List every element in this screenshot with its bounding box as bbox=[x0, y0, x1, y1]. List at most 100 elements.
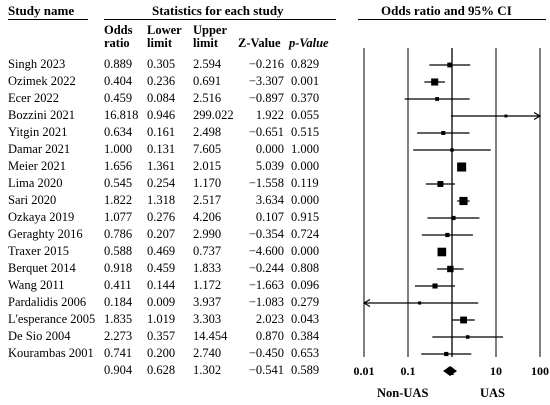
lower-limit-cell: 0.131 bbox=[147, 142, 176, 156]
study-name-cell: Ozimek 2022 bbox=[8, 74, 76, 88]
lower-limit-cell: 0.144 bbox=[147, 278, 176, 292]
lower-limit-cell: 0.305 bbox=[147, 57, 176, 71]
table-row: Ecer 2022 0.459 0.084 2.516 −0.897 0.370 bbox=[0, 90, 360, 107]
statistics-header: Statistics for each study bbox=[152, 3, 284, 18]
odds-ratio-cell: 1.822 bbox=[104, 193, 133, 207]
study-name-cell: Pardalidis 2006 bbox=[8, 295, 87, 309]
lower-limit-cell: 0.236 bbox=[147, 74, 176, 88]
study-marker bbox=[447, 62, 453, 68]
study-marker bbox=[459, 196, 468, 206]
table-row: Sari 2020 1.822 1.318 2.517 3.634 0.000 bbox=[0, 192, 360, 209]
odds-ratio-cell: 0.411 bbox=[104, 278, 132, 292]
ci-arrow-left bbox=[362, 298, 371, 308]
upper-limit-cell: 2.498 bbox=[193, 125, 222, 139]
upper-limit-cell: 1.170 bbox=[193, 176, 222, 190]
z-value-cell: 0.107 bbox=[255, 210, 284, 224]
z-value-cell: −0.450 bbox=[248, 346, 284, 360]
upper-limit-cell: 2.990 bbox=[193, 227, 222, 241]
odds-ratio-cell: 0.786 bbox=[104, 227, 133, 241]
p-value-cell: 0.279 bbox=[291, 295, 320, 309]
study-marker bbox=[445, 232, 450, 238]
p-value-cell: 0.808 bbox=[291, 261, 320, 275]
lower-limit-cell: 1.019 bbox=[147, 312, 176, 326]
x-tick-label: 10 bbox=[490, 364, 502, 378]
p-value-cell: 0.055 bbox=[291, 108, 320, 122]
z-value-cell: 0.870 bbox=[255, 329, 284, 343]
lower-limit-cell: 1.361 bbox=[147, 159, 176, 173]
p-value-cell: 0.096 bbox=[291, 278, 320, 292]
table-row: Singh 2023 0.889 0.305 2.594 −0.216 0.829 bbox=[0, 56, 360, 73]
odds-ratio-cell: 1.000 bbox=[104, 142, 133, 156]
p-value-header: p-Value bbox=[289, 36, 329, 50]
z-value-cell: −0.651 bbox=[248, 125, 284, 139]
z-value-header: Z-Value bbox=[238, 36, 281, 50]
study-name-cell: Lima 2020 bbox=[8, 176, 63, 190]
z-value-cell: 0.000 bbox=[255, 142, 284, 156]
study-name-cell: Berquet 2014 bbox=[8, 261, 76, 275]
table-row: Damar 2021 1.000 0.131 7.605 0.000 1.000 bbox=[0, 141, 360, 158]
z-value-cell: 3.634 bbox=[255, 193, 284, 207]
lower-limit-cell: 0.254 bbox=[147, 176, 176, 190]
lower-limit-cell: 0.628 bbox=[147, 363, 176, 377]
lower-limit-cell: 0.161 bbox=[147, 125, 176, 139]
odds-ratio-cell: 1.077 bbox=[104, 210, 133, 224]
study-marker bbox=[437, 181, 444, 187]
lower-limit-cell: 0.009 bbox=[147, 295, 176, 309]
lower-limit-cell: 0.357 bbox=[147, 329, 176, 343]
study-marker bbox=[444, 351, 449, 357]
lower-limit-cell: 0.200 bbox=[147, 346, 176, 360]
p-value-cell: 0.589 bbox=[291, 363, 320, 377]
upper-limit-cell: 1.833 bbox=[193, 261, 222, 275]
upper-limit-cell: 2.594 bbox=[193, 57, 222, 71]
p-value-cell: 0.000 bbox=[291, 193, 320, 207]
z-value-cell: −1.663 bbox=[248, 278, 284, 292]
study-name-cell: Ecer 2022 bbox=[8, 91, 60, 105]
footer-left-label: Non-UAS bbox=[377, 386, 429, 400]
table-row: Wang 2011 0.411 0.144 1.172 −1.663 0.096 bbox=[0, 277, 360, 294]
lower-limit-cell: 1.318 bbox=[147, 193, 176, 207]
upper-limit-cell: 1.302 bbox=[193, 363, 222, 377]
odds-ratio-cell: 0.404 bbox=[104, 74, 133, 88]
pooled-diamond bbox=[443, 366, 458, 376]
table-row: Kourambas 2001 0.741 0.200 2.740 −0.450 0.653 bbox=[0, 345, 360, 362]
footer-right-label: UAS bbox=[480, 386, 506, 400]
x-tick-label: 100 bbox=[531, 364, 549, 378]
table-row: De Sio 2004 2.273 0.357 14.454 0.870 0.384 bbox=[0, 328, 360, 345]
p-value-cell: 0.829 bbox=[291, 57, 320, 71]
upper-limit-cell: 2.516 bbox=[193, 91, 222, 105]
study-marker bbox=[435, 97, 439, 101]
upper-limit-cell: 3.937 bbox=[193, 295, 222, 309]
z-value-cell: 5.039 bbox=[255, 159, 284, 173]
study-marker bbox=[431, 78, 439, 86]
z-value-cell: −0.354 bbox=[248, 227, 284, 241]
z-value-cell: −0.216 bbox=[248, 57, 284, 71]
study-name-cell: Sari 2020 bbox=[8, 193, 57, 207]
plot-header: Odds ratio and 95% CI bbox=[381, 3, 512, 18]
table-row: Geraghty 2016 0.786 0.207 2.990 −0.354 0.724 bbox=[0, 226, 360, 243]
p-value-cell: 1.000 bbox=[291, 142, 320, 156]
upper-limit-cell: 0.737 bbox=[193, 244, 222, 258]
table-row: Meier 2021 1.656 1.361 2.015 5.039 0.000 bbox=[0, 158, 360, 175]
study-name-header: Study name bbox=[8, 3, 75, 18]
p-value-cell: 0.001 bbox=[291, 74, 320, 88]
lower-limit-header: Lower limit bbox=[147, 23, 182, 50]
p-value-cell: 0.515 bbox=[291, 125, 320, 139]
study-marker bbox=[447, 265, 454, 273]
ci-arrow-right bbox=[533, 111, 542, 121]
odds-ratio-cell: 0.904 bbox=[104, 363, 133, 377]
upper-limit-cell: 2.015 bbox=[193, 159, 222, 173]
plot-underline bbox=[358, 19, 546, 20]
p-value-cell: 0.000 bbox=[291, 244, 320, 258]
odds-ratio-cell: 0.545 bbox=[104, 176, 133, 190]
odds-ratio-cell: 1.835 bbox=[104, 312, 133, 326]
study-marker bbox=[465, 335, 470, 339]
z-value-cell: −4.600 bbox=[248, 244, 284, 258]
study-marker bbox=[451, 215, 456, 221]
study-name-underline bbox=[8, 19, 88, 20]
odds-ratio-cell: 1.656 bbox=[104, 159, 133, 173]
z-value-cell: −0.897 bbox=[248, 91, 284, 105]
study-marker bbox=[432, 283, 438, 289]
odds-ratio-cell: 16.818 bbox=[104, 108, 139, 122]
odds-ratio-cell: 0.918 bbox=[104, 261, 133, 275]
p-value-cell: 0.724 bbox=[291, 227, 320, 241]
